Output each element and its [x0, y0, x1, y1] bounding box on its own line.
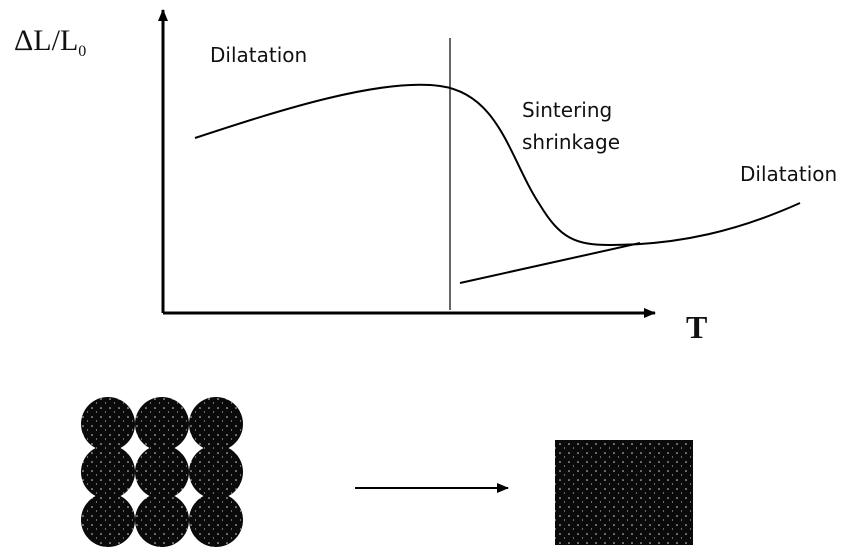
annotation: Dilatation: [210, 43, 307, 67]
y-axis-label: ΔL/L0: [14, 24, 86, 60]
annotation: Dilatation: [740, 162, 837, 186]
annotation: shrinkage: [522, 130, 620, 154]
x-axis-label: T: [686, 309, 707, 345]
annotation: Sintering: [522, 98, 612, 122]
tangent-line: [459, 242, 641, 284]
particles: [81, 397, 243, 547]
sintered-block: [555, 440, 693, 545]
curve: [194, 83, 801, 247]
y-label-subscript: 0: [78, 43, 86, 60]
y-label-main: ΔL/L: [14, 24, 78, 57]
